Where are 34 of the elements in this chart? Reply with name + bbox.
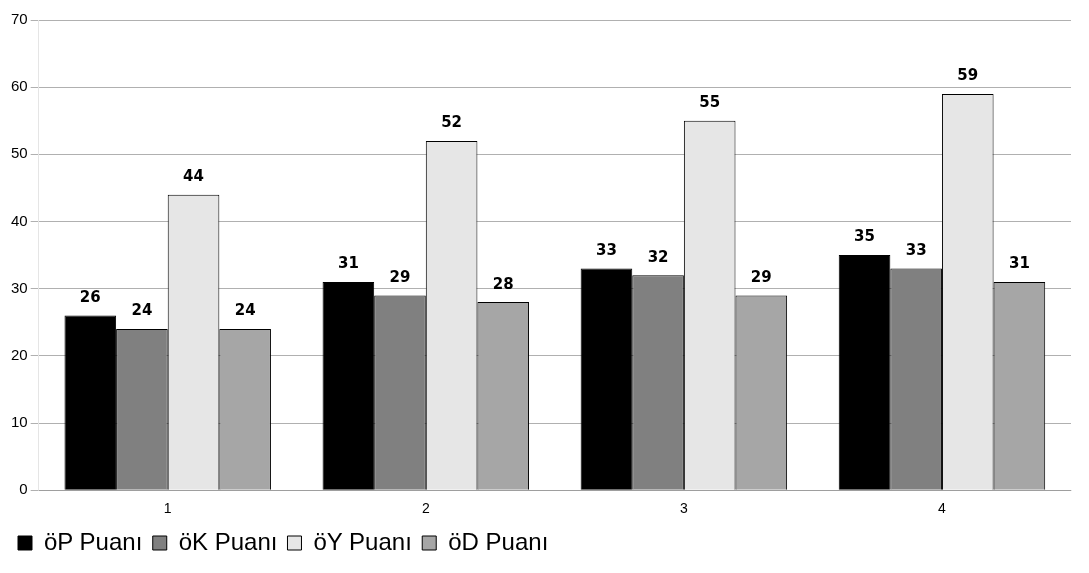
legend-label: öP Puanı (44, 527, 143, 555)
data-label: 52 (441, 113, 463, 132)
y-tick-label: 30 (11, 278, 28, 296)
data-label: 29 (750, 267, 772, 286)
y-tick-label: 0 (19, 480, 28, 498)
data-label: 33 (596, 240, 617, 259)
data-label: 55 (699, 93, 721, 112)
data-label: 31 (337, 254, 359, 273)
legend-label: öD Puanı (448, 527, 549, 555)
legend-label: öY Puanı (313, 527, 412, 555)
x-tick-label: 3 (679, 500, 688, 517)
y-tick-label: 60 (11, 77, 28, 95)
data-label: 35 (854, 227, 875, 246)
data-label: 26 (79, 287, 101, 306)
data-label: 59 (957, 66, 979, 85)
data-label: 44 (183, 167, 204, 186)
x-tick-label: 2 (421, 500, 430, 517)
y-tick-label: 10 (11, 413, 28, 431)
data-label: 32 (647, 247, 669, 266)
x-tick-label: 4 (938, 500, 947, 517)
data-label: 29 (389, 267, 411, 286)
data-label: 24 (234, 301, 256, 320)
y-tick-label: 50 (11, 144, 28, 162)
data-label: 31 (1008, 254, 1030, 273)
legend-label: öK Puanı (178, 527, 278, 555)
data-label: 28 (492, 274, 514, 293)
x-tick-label: 1 (163, 500, 172, 517)
data-label: 24 (131, 301, 153, 320)
y-tick-label: 40 (11, 211, 28, 229)
y-tick-label: 70 (11, 10, 28, 28)
y-tick-label: 20 (11, 346, 28, 363)
data-label: 33 (905, 240, 927, 259)
bar (580, 268, 633, 490)
bar (322, 281, 375, 490)
